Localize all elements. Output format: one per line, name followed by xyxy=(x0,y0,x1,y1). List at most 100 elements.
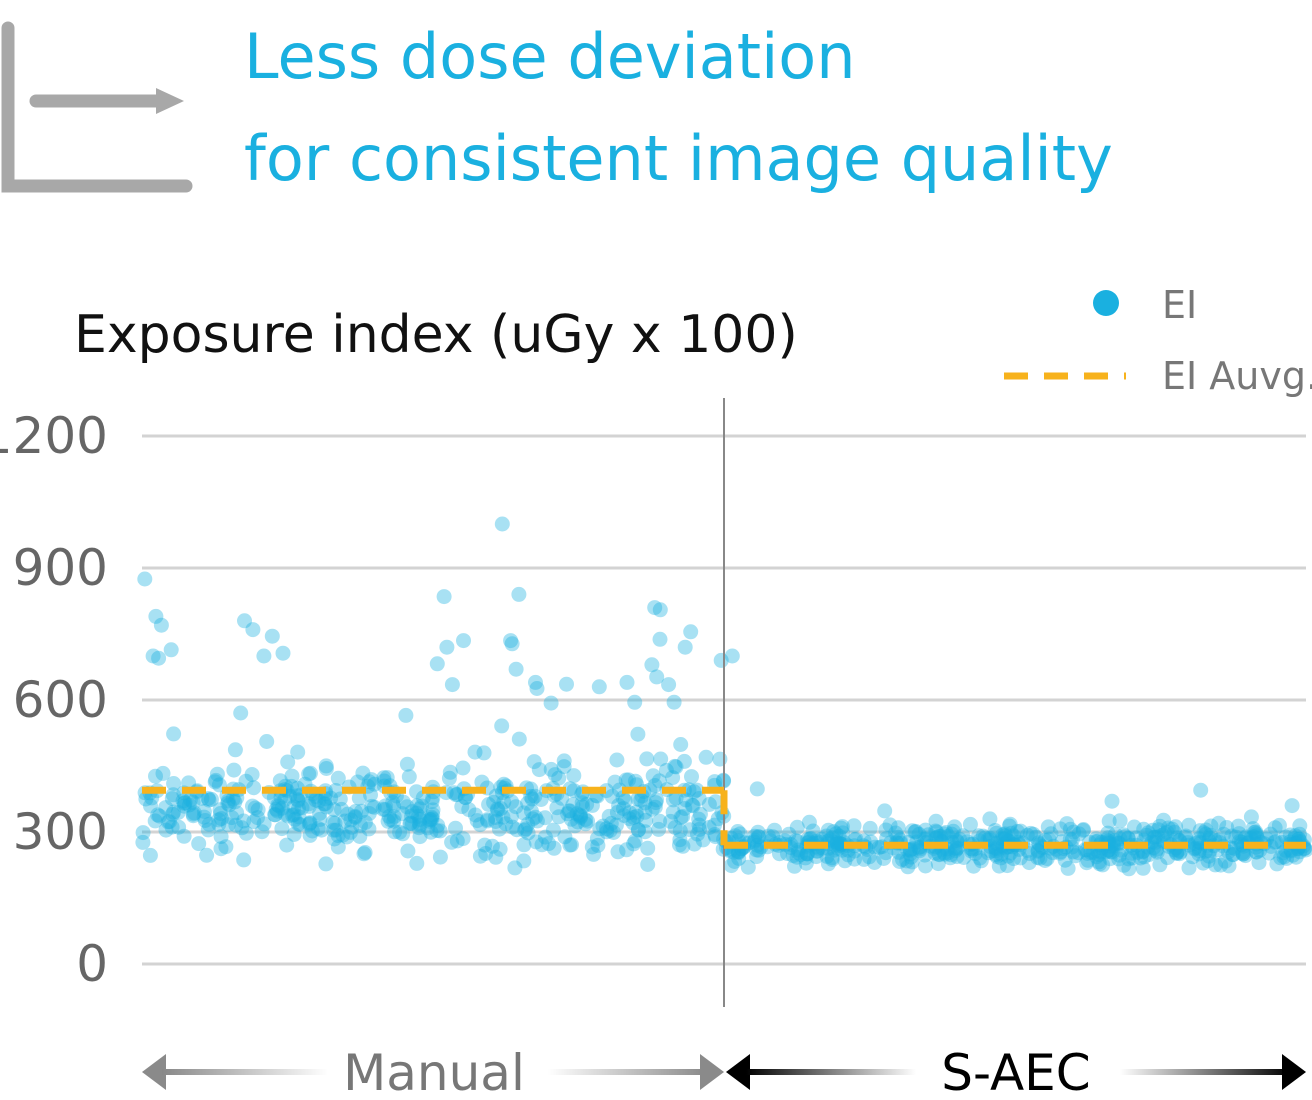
ei-point-1105 xyxy=(511,586,527,602)
ei-point-68 xyxy=(347,808,363,824)
ei-point-911 xyxy=(830,840,846,856)
ei-point-1100 xyxy=(444,677,460,693)
ei-point-273 xyxy=(142,847,158,863)
ei-point-317 xyxy=(286,799,302,815)
ei-point-161 xyxy=(318,761,334,776)
ei-point-643 xyxy=(749,837,765,853)
ei-point-751 xyxy=(1245,821,1261,837)
ei-point-813 xyxy=(918,822,933,838)
ei-point-540 xyxy=(1057,852,1073,868)
ei-point-961 xyxy=(1237,848,1253,864)
ei-point-199 xyxy=(411,808,427,824)
ei-point-805 xyxy=(749,849,765,865)
ei-point-432 xyxy=(287,812,303,827)
ei-point-108 xyxy=(197,813,213,828)
ei-point-325 xyxy=(505,819,520,835)
ei-point-1097 xyxy=(683,624,699,640)
ei-point-270 xyxy=(292,817,308,833)
ei-point-583 xyxy=(988,847,1004,863)
ei-point-280 xyxy=(409,855,425,871)
ei-point-1048 xyxy=(749,842,764,858)
ei-point-753 xyxy=(750,824,766,840)
ei-point-769 xyxy=(1003,825,1019,841)
ei-point-402 xyxy=(547,767,563,783)
ei-point-344 xyxy=(289,788,304,804)
ei-point-123 xyxy=(668,790,684,806)
ei-point-874 xyxy=(1128,830,1144,846)
ei-point-681 xyxy=(1192,823,1208,839)
ei-point-555 xyxy=(833,820,849,836)
average-lines xyxy=(142,786,1306,849)
ei-point-8 xyxy=(648,795,664,811)
ei-point-240 xyxy=(424,809,440,825)
ei-point-237 xyxy=(638,812,654,828)
ei-point-568 xyxy=(972,850,988,866)
region-manual-marker: Manual xyxy=(142,1044,724,1100)
ei-point-252 xyxy=(449,786,465,802)
ei-point-679 xyxy=(912,843,928,859)
ei-point-171 xyxy=(286,827,302,842)
ei-point-413 xyxy=(379,770,395,786)
ei-point-102 xyxy=(317,791,333,807)
ei-point-562 xyxy=(1070,845,1086,861)
ei-point-405 xyxy=(302,815,318,831)
ei-point-1088 xyxy=(256,648,272,664)
ei-point-57 xyxy=(560,806,576,822)
ei-point-576 xyxy=(1278,829,1294,845)
ei-point-141 xyxy=(176,828,192,844)
ei-point-376 xyxy=(561,803,577,819)
ei-point-181 xyxy=(337,813,353,829)
ei-point-14 xyxy=(630,791,646,807)
ei-point-401 xyxy=(175,793,191,809)
ei-point-779 xyxy=(909,834,925,850)
ei-point-514 xyxy=(312,811,328,827)
ei-point-15 xyxy=(627,773,643,789)
ei-point-578 xyxy=(856,851,872,867)
ei-point-1091 xyxy=(456,633,471,649)
ei-point-449 xyxy=(543,695,559,711)
ei-point-1066 xyxy=(1107,832,1123,848)
ei-point-656 xyxy=(1207,857,1223,873)
ei-point-202 xyxy=(491,821,507,837)
ei-point-722 xyxy=(1185,849,1201,865)
ei-point-386 xyxy=(611,798,627,813)
ei-point-624 xyxy=(1268,834,1284,850)
ei-point-900 xyxy=(1201,848,1217,864)
ei-point-33 xyxy=(330,839,346,855)
ei-point-52 xyxy=(199,847,215,863)
ei-point-644 xyxy=(1059,816,1075,832)
ei-point-949 xyxy=(1217,853,1233,869)
ei-point-511 xyxy=(628,804,644,820)
ei-point-178 xyxy=(442,764,458,780)
ei-point-570 xyxy=(1267,820,1283,836)
ei-point-658 xyxy=(1198,822,1214,838)
ei-point-207 xyxy=(488,814,504,829)
ei-point-404 xyxy=(170,805,186,820)
ei-point-506 xyxy=(673,737,689,752)
ei-point-772 xyxy=(1235,846,1251,862)
ei-point-483 xyxy=(182,792,198,808)
ei-point-1104 xyxy=(494,516,510,532)
ei-point-889 xyxy=(1067,848,1083,864)
ei-point-668 xyxy=(1064,839,1080,855)
ei-point-353 xyxy=(484,838,500,854)
ei-point-1057 xyxy=(1106,838,1122,854)
ei-point-97 xyxy=(653,751,669,767)
ei-point-1085 xyxy=(264,628,280,644)
ei-point-116 xyxy=(595,818,611,834)
ei-point-721 xyxy=(1292,818,1308,834)
ei-point-363 xyxy=(637,804,653,820)
ei-point-330 xyxy=(637,795,653,811)
ei-point-902 xyxy=(825,830,840,846)
ei-point-196 xyxy=(608,817,624,833)
ei-point-603 xyxy=(1091,847,1107,863)
ei-point-139 xyxy=(270,797,286,813)
ei-point-517 xyxy=(677,801,693,816)
ei-point-726 xyxy=(904,854,920,870)
legend-label-points: EI xyxy=(1162,283,1197,327)
ei-point-151 xyxy=(344,819,360,835)
ei-point-966 xyxy=(949,841,965,857)
ei-point-748 xyxy=(1031,835,1046,851)
ei-point-416 xyxy=(135,825,151,841)
ei-point-287 xyxy=(181,797,197,813)
